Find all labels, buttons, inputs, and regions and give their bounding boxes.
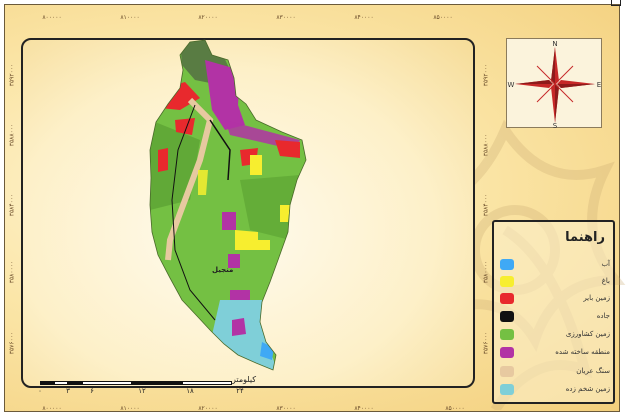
scale-segment [40, 381, 54, 385]
legend-swatch [500, 366, 514, 377]
scale-unit: کیلومتر [232, 375, 257, 384]
x-tick: ۸۵۰۰۰۰ [433, 14, 453, 21]
legend-swatch [500, 384, 514, 395]
scale-tick: ۱۸ [186, 387, 194, 395]
scale-tick: ۱۲ [138, 387, 146, 395]
x-tick: ۸۳۰۰۰۰ [276, 14, 296, 21]
x-tick: ۸۳۰۰۰۰ [276, 405, 296, 412]
scale-tick: ۲۴ [236, 387, 244, 395]
city-label: منجیل [212, 266, 234, 274]
legend-label: آب [601, 260, 610, 268]
compass-e-label: E [597, 81, 601, 89]
legend-item: آب [500, 258, 610, 272]
legend-label: باغ [601, 277, 610, 285]
corner-mark [611, 0, 621, 6]
legend-label: زمین بایر [583, 294, 610, 302]
legend-item: منطقه ساخته شده [500, 346, 610, 360]
legend-swatch [500, 347, 514, 358]
legend-swatch [500, 293, 514, 304]
legend-label: جاده [596, 312, 610, 320]
compass-n-label: N [552, 40, 557, 48]
legend-title: راهنما [565, 230, 605, 245]
x-tick: ۸۴۰۰۰۰ [354, 405, 374, 412]
legend-item: زمین بایر [500, 292, 610, 306]
x-tick: ۸۰۰۰۰۰ [42, 405, 62, 412]
scale-tick: ۳ [66, 387, 70, 395]
compass-s-label: S [553, 122, 558, 129]
north-arrow-box: N S E W [506, 38, 602, 130]
x-tick: ۸۰۰۰۰۰ [42, 14, 62, 21]
scale-segment [54, 381, 68, 385]
legend-swatch [500, 276, 514, 287]
scale-tick: ۶ [90, 387, 94, 395]
x-tick: ۸۵۰۰۰۰ [445, 405, 465, 412]
legend: راهنما آب باغ زمین بایر جاده زمین کشاورز… [492, 220, 615, 404]
legend-item: زمین کشاورزی [500, 328, 610, 342]
legend-item: سنگ عریان [500, 365, 610, 379]
compass-w-label: W [508, 81, 515, 89]
scale-tick: ۰ [38, 387, 42, 395]
scale-segment [82, 381, 132, 385]
x-tick: ۸۱۰۰۰۰ [120, 405, 140, 412]
legend-label: زمین کشاورزی [565, 330, 610, 338]
x-tick: ۸۴۰۰۰۰ [354, 14, 374, 21]
legend-swatch [500, 311, 514, 322]
legend-label: منطقه ساخته شده [555, 348, 610, 356]
scale-segment [68, 381, 82, 385]
x-tick: ۸۲۰۰۰۰ [198, 14, 218, 21]
legend-swatch [500, 259, 514, 270]
legend-item: جاده [500, 310, 610, 324]
legend-swatch [500, 329, 514, 340]
compass-rose-icon: N S E W [508, 40, 602, 130]
x-tick: ۸۲۰۰۰۰ [198, 405, 218, 412]
scale-segment [132, 381, 182, 385]
legend-item: باغ [500, 275, 610, 289]
x-tick: ۸۱۰۰۰۰ [120, 14, 140, 21]
legend-label: سنگ عریان [576, 367, 610, 375]
legend-label: زمین شخم زده [565, 385, 610, 393]
legend-item: زمین شخم زده [500, 383, 610, 397]
scale-segment [182, 381, 232, 385]
